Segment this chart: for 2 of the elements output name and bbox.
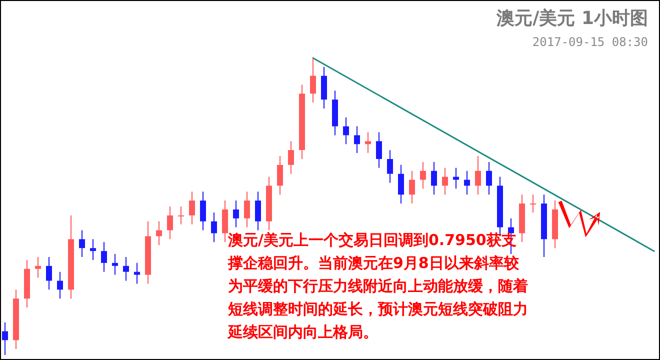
chart-title: 澳元/美元 1小时图 bbox=[496, 8, 648, 29]
chart-subtitle: 2017-09-15 08:30 bbox=[532, 35, 648, 49]
